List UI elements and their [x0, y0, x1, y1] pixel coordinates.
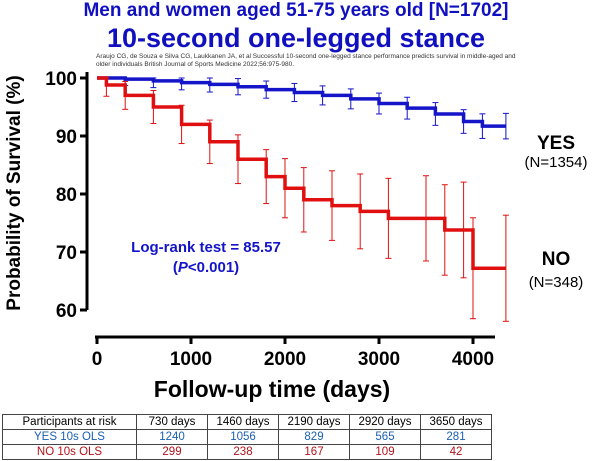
- y-axis-label: Probability of Survival (%): [4, 75, 25, 310]
- y-tick-label: 60: [56, 301, 77, 322]
- risk-header-cell: 1460 days: [207, 414, 279, 430]
- chart-subtitle: 10-second one-legged stance: [106, 23, 486, 53]
- annotation-p-symbol: P: [178, 259, 189, 276]
- risk-table-header: Participants at risk 730 days 1460 days …: [2, 414, 492, 430]
- x-tick-label: 2000: [264, 349, 306, 370]
- annotation-logrank: Log-rank test = 85.57: [131, 239, 281, 256]
- yes-survival-curve: [97, 76, 506, 128]
- annotation-paren: (: [173, 259, 178, 276]
- risk-row-label: NO 10s OLS: [2, 444, 137, 460]
- risk-cell: 109: [349, 444, 421, 460]
- chart-title: Men and women aged 51-75 years old [N=17…: [83, 0, 509, 21]
- x-axis-label: Follow-up time (days): [154, 376, 390, 402]
- risk-header-cell: 730 days: [136, 414, 208, 430]
- risk-cell: 565: [349, 429, 421, 445]
- risk-table-row-no: NO 10s OLS 299 238 167 109 42: [2, 444, 492, 460]
- x-tick-label: 0: [92, 349, 103, 370]
- risk-cell: 299: [136, 444, 208, 460]
- risk-table: Participants at risk 730 days 1460 days …: [2, 414, 492, 460]
- x-tick-label: 4000: [452, 349, 494, 370]
- legend-no-label: NO: [542, 249, 571, 270]
- risk-cell: 829: [278, 429, 350, 445]
- legend-no-n: (N=348): [529, 274, 584, 291]
- risk-header-cell: 2920 days: [349, 414, 421, 430]
- x-tick-label: 3000: [358, 349, 400, 370]
- legend-yes-n: (N=1354): [525, 154, 588, 171]
- risk-header-cell: 2190 days: [278, 414, 350, 430]
- risk-cell: 281: [420, 429, 492, 445]
- risk-cell: 238: [207, 444, 279, 460]
- annotation-p-rest: <0.001): [188, 259, 239, 276]
- y-tick-label: 80: [56, 185, 77, 206]
- citation-text: Araujo CG, de Souza e Silva CG, Laukkane…: [96, 53, 516, 68]
- legend-yes-label: YES: [537, 133, 575, 154]
- y-tick-label: 100: [45, 69, 77, 90]
- risk-cell: 1240: [136, 429, 208, 445]
- risk-cell: 1056: [207, 429, 279, 445]
- y-tick-label: 70: [56, 243, 77, 264]
- y-tick-label: 90: [56, 127, 77, 148]
- x-tick-label: 1000: [170, 349, 212, 370]
- risk-cell: 42: [420, 444, 492, 460]
- risk-cell: 167: [278, 444, 350, 460]
- annotation-pvalue: (P<0.001): [173, 259, 239, 276]
- risk-table-row-yes: YES 10s OLS 1240 1056 829 565 281: [2, 429, 492, 445]
- risk-header-cell: 3650 days: [420, 414, 492, 430]
- risk-row-label: YES 10s OLS: [2, 429, 137, 445]
- curves: [97, 76, 509, 322]
- risk-header-cell: Participants at risk: [2, 414, 137, 430]
